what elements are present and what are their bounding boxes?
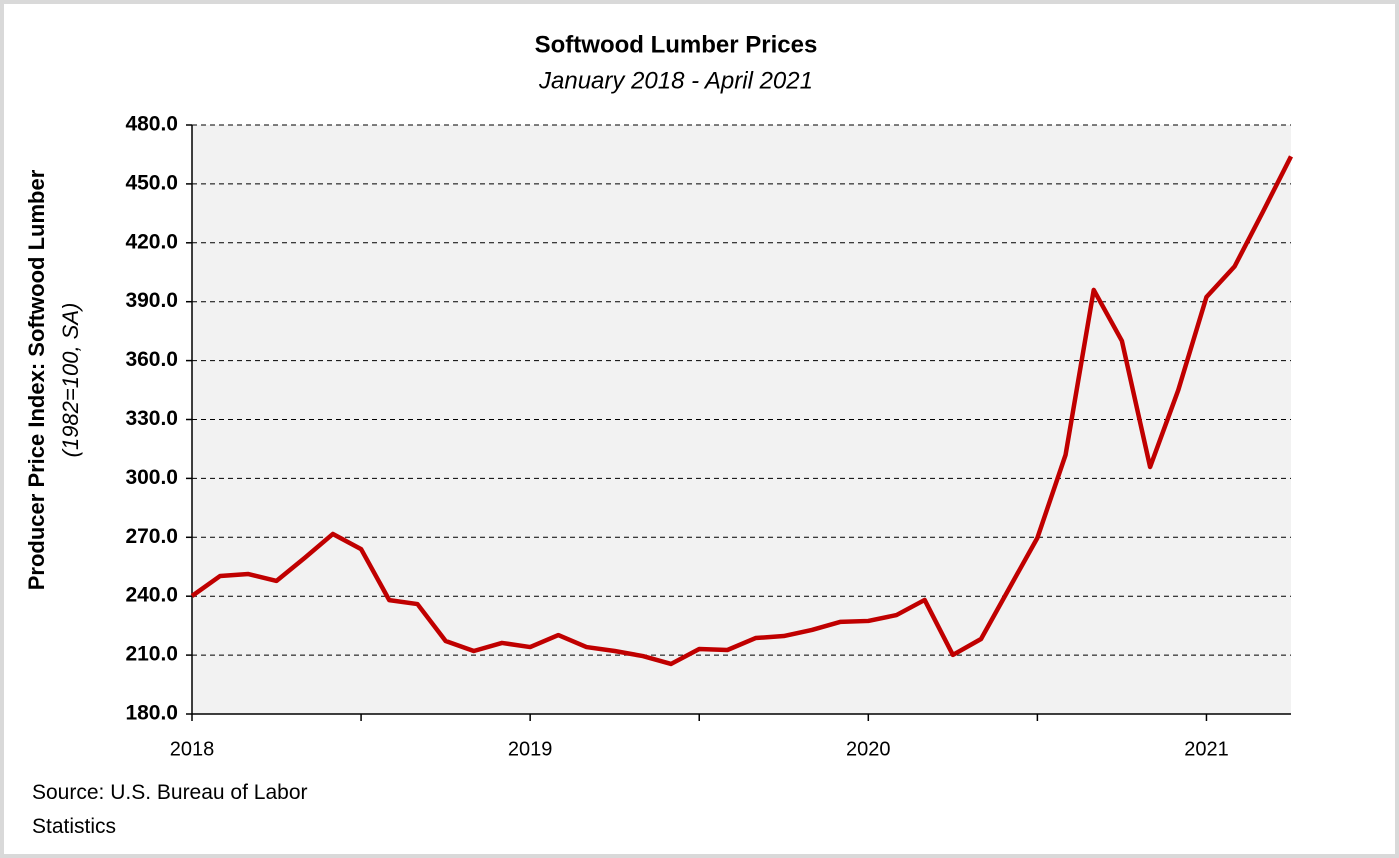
source-note: Source: U.S. Bureau of Labor Statistics [32, 781, 308, 838]
y-tick-label: 270.0 [125, 525, 178, 548]
y-tick-label: 210.0 [125, 643, 178, 666]
y-tick-label: 390.0 [125, 289, 178, 312]
y-tick-label: 450.0 [125, 171, 178, 194]
x-tick-label: 2021 [1184, 738, 1229, 760]
y-tick-label: 330.0 [125, 407, 178, 430]
y-tick-label: 240.0 [125, 584, 178, 607]
y-axis-subtitle: (1982=100, SA) [58, 303, 83, 458]
x-tick-label: 2019 [508, 738, 553, 760]
data-line [190, 155, 1294, 667]
x-tick-label: 2020 [846, 738, 891, 760]
y-tick-label: 360.0 [125, 348, 178, 371]
y-axis-title: Producer Price Index: Softwood Lumber [24, 169, 49, 590]
y-tick-label: 300.0 [125, 466, 178, 489]
chart-subtitle: January 2018 - April 2021 [538, 67, 813, 94]
y-tick-label: 180.0 [125, 702, 178, 725]
y-tick-label: 480.0 [125, 113, 178, 136]
chart-title: Softwood Lumber Prices [535, 31, 818, 58]
y-tick-label: 420.0 [125, 230, 178, 253]
x-tick-label: 2018 [170, 738, 215, 760]
